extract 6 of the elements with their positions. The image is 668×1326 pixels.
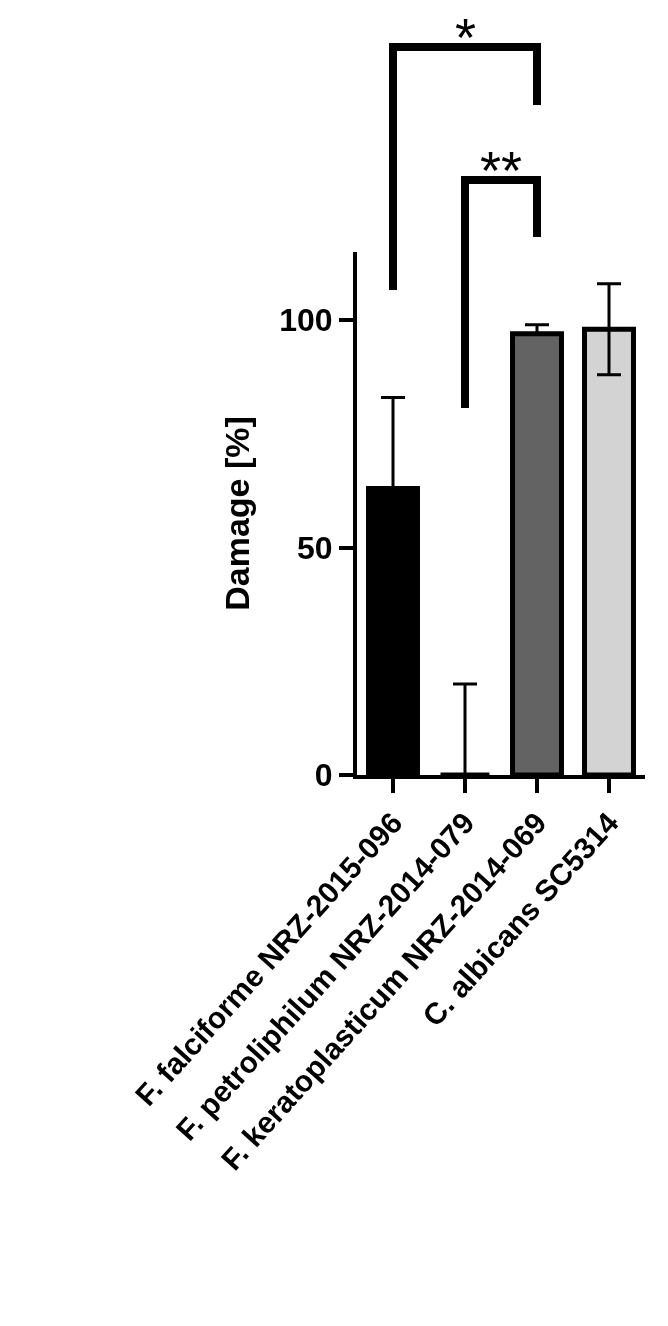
text: **	[480, 140, 523, 200]
text: *	[455, 7, 477, 67]
y-tick-label: 50	[297, 529, 333, 566]
y-tick-label: 0	[314, 757, 333, 794]
y-tick-label: 100	[279, 302, 333, 339]
y-axis-title: Damage [%]	[218, 416, 257, 611]
